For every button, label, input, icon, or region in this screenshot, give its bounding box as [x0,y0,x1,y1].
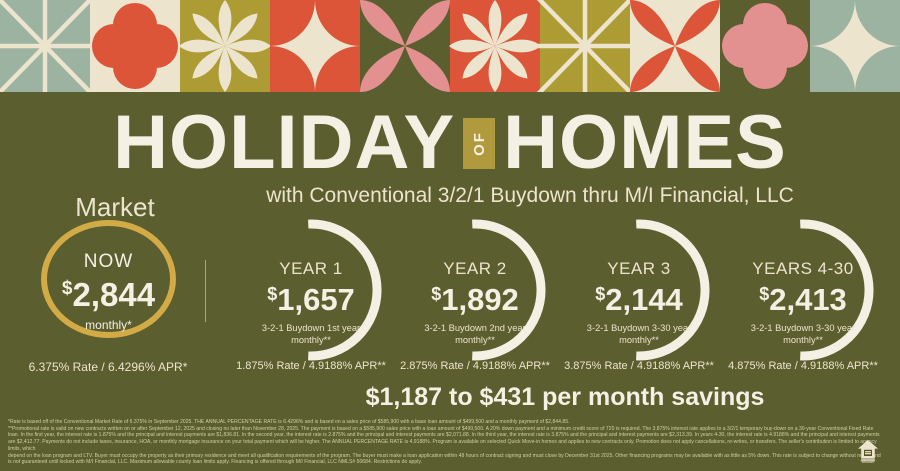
svg-text:OPPORTUNITY: OPPORTUNITY [862,462,875,463]
